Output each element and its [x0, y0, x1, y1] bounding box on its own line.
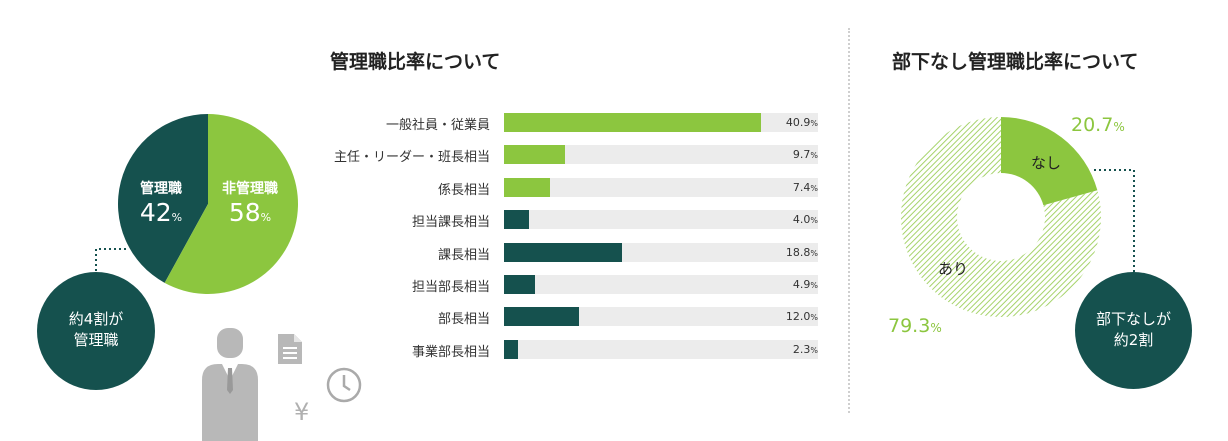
donut-value-none: 20.7%	[1071, 114, 1125, 136]
pie-label-nonmanager: 非管理職 58%	[208, 178, 292, 233]
section-divider	[848, 28, 850, 413]
donut-label-some: あり	[938, 260, 969, 278]
position-bar-chart: 一般社員・従業員 40.9% 主任・リーダー・班長相当 9.7% 係長相当 7.4% 担当課…	[300, 113, 820, 373]
pie-label-nonmanager-value: 58	[228, 198, 261, 227]
bar-value-unit: %	[810, 313, 818, 323]
donut-value-some-number: 79.3	[888, 315, 931, 337]
bar-value-chief: 9.7%	[793, 148, 818, 161]
bar-employee	[504, 113, 761, 132]
bar-value-number: 18.8	[785, 245, 811, 259]
bar-value-number: 12.0	[785, 310, 811, 324]
bar-label-section-manager: 課長相当	[437, 247, 490, 263]
right-callout-line1: 部下なしが	[1095, 310, 1171, 328]
donut-value-none-number: 20.7	[1071, 114, 1114, 136]
left-callout-line2: 管理職	[73, 331, 119, 349]
bar-subsection-chief	[504, 177, 551, 197]
manager-ratio-pie	[118, 114, 298, 294]
bar-department-manager	[504, 307, 580, 327]
bar-value-unit: %	[810, 216, 818, 226]
bar-division-manager	[504, 339, 519, 359]
bar-track	[504, 307, 818, 327]
bar-value-section-manager: 18.8%	[786, 246, 818, 259]
bar-value-number: 4.0	[792, 213, 811, 227]
document-icon	[278, 334, 302, 364]
bar-value-assistant-section-manager: 4.0%	[793, 213, 818, 226]
pie-slice-manager	[118, 114, 208, 283]
left-connector-line	[95, 248, 126, 272]
left-callout-circle: 約4割が 管理職	[37, 272, 155, 390]
yen-icon: ¥	[294, 398, 310, 426]
bar-track	[504, 177, 818, 197]
bar-label-assistant-department-manager: 担当部長相当	[411, 280, 490, 295]
donut-label-none: なし	[1031, 154, 1062, 172]
bar-value-number: 40.9	[785, 116, 811, 129]
bar-value-unit: %	[810, 345, 818, 355]
pie-label-nonmanager-name: 非管理職	[222, 181, 278, 197]
right-chart-title: 部下なし管理職比率について	[892, 51, 1139, 73]
bar-label-department-manager: 部長相当	[437, 312, 490, 328]
clock-icon	[326, 367, 362, 403]
bar-value-assistant-department-manager: 4.9%	[793, 278, 818, 291]
bar-value-unit: %	[810, 281, 818, 290]
bar-value-number: 7.4	[792, 180, 811, 194]
bar-track	[504, 113, 818, 132]
bar-value-division-manager: 2.3%	[793, 343, 818, 356]
bar-value-department-manager: 12.0%	[786, 310, 818, 323]
left-chart-title: 管理職比率について	[330, 51, 501, 73]
bar-track	[504, 210, 818, 230]
bar-chief	[504, 145, 565, 165]
pie-label-manager-value: 42	[139, 198, 172, 227]
bar-value-unit: %	[810, 248, 818, 258]
donut-segment-some	[901, 117, 1101, 317]
pie-label-nonmanager-unit: %	[260, 211, 272, 224]
bar-value-unit: %	[810, 119, 818, 128]
bar-track	[504, 242, 818, 262]
donut-value-some-unit: %	[930, 321, 942, 335]
bar-value-subsection-chief: 7.4%	[793, 181, 818, 194]
pie-slice-nonmanager	[164, 114, 298, 294]
donut-value-none-unit: %	[1113, 120, 1125, 134]
donut-value-some: 79.3%	[888, 315, 942, 337]
bar-value-unit: %	[810, 151, 818, 161]
bar-value-number: 9.7	[792, 148, 811, 162]
bar-label-subsection-chief: 係長相当	[437, 182, 490, 198]
bar-label-division-manager: 事業部長相当	[411, 344, 490, 360]
right-callout-circle: 部下なしが 約2割	[1075, 272, 1192, 389]
bar-section-manager	[504, 242, 623, 262]
bar-track	[504, 145, 818, 165]
pie-label-manager: 管理職 42%	[128, 178, 194, 233]
right-connector-line	[1094, 169, 1135, 272]
bar-value-number: 4.9	[792, 278, 811, 291]
bar-value-unit: %	[810, 183, 818, 193]
pie-label-manager-name: 管理職	[140, 181, 182, 197]
bar-value-number: 2.3	[792, 342, 811, 356]
bar-value-employee: 40.9%	[786, 116, 818, 129]
bar-assistant-department-manager	[504, 275, 535, 294]
bar-track	[504, 275, 818, 294]
bar-label-employee: 一般社員・従業員	[385, 118, 490, 133]
bar-label-assistant-section-manager: 担当課長相当	[411, 215, 490, 231]
bar-track	[504, 339, 818, 359]
subordinate-donut	[901, 117, 1101, 317]
bar-label-chief: 主任・リーダー・班長相当	[333, 150, 490, 166]
businessman-icon	[202, 328, 258, 441]
donut-segment-none	[1001, 117, 1098, 206]
bar-assistant-section-manager	[504, 210, 530, 230]
pie-label-manager-unit: %	[171, 211, 183, 224]
right-callout-line2: 約2割	[1113, 331, 1154, 349]
left-callout-line1: 約4割が	[68, 310, 124, 328]
